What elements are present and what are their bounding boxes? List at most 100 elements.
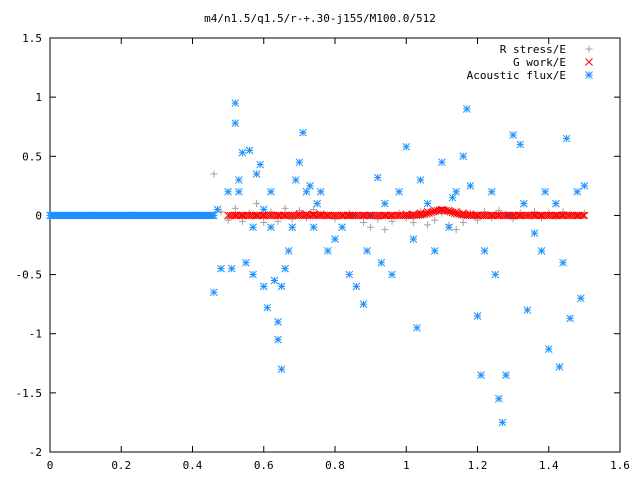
point-acoustic-flux-e	[377, 258, 386, 267]
point-acoustic-flux-e	[359, 300, 368, 308]
legend-label: Acoustic flux/E	[467, 69, 566, 82]
g-work-dense-point	[420, 210, 429, 219]
point-acoustic-flux-e	[277, 282, 286, 291]
point-acoustic-flux-e	[409, 235, 418, 243]
point-acoustic-flux-e	[274, 335, 282, 344]
y-tick-label: 1	[35, 91, 42, 104]
point-acoustic-flux-e	[267, 187, 275, 196]
point-acoustic-flux-e	[423, 199, 432, 208]
point-acoustic-flux-e	[245, 146, 254, 155]
point-acoustic-flux-e	[363, 247, 371, 255]
point-r-stress-e	[452, 226, 460, 234]
point-acoustic-flux-e	[502, 371, 510, 379]
g-work-dense-point	[448, 208, 457, 217]
point-acoustic-flux-e	[331, 235, 339, 243]
x-tick-label: 1.4	[539, 459, 559, 472]
point-r-stress-e	[388, 217, 396, 225]
y-tick-label: -2	[29, 446, 42, 459]
point-acoustic-flux-e	[252, 170, 261, 178]
point-acoustic-flux-e	[562, 134, 571, 143]
g-work-dense-point	[576, 211, 585, 220]
point-acoustic-flux-e	[217, 264, 225, 273]
point-acoustic-flux-e	[249, 223, 257, 232]
point-acoustic-flux-e	[537, 247, 546, 255]
point-acoustic-flux-e	[295, 158, 304, 167]
point-r-stress-e	[281, 204, 289, 212]
point-acoustic-flux-e	[523, 306, 532, 314]
y-tick-label: 0	[35, 209, 42, 222]
point-acoustic-flux-e	[291, 176, 300, 184]
point-r-stress-e	[331, 215, 339, 223]
point-acoustic-flux-e	[555, 362, 564, 371]
acoustic-flux-baseline-point	[210, 211, 218, 220]
g-work-dense-point	[429, 207, 438, 216]
legend-marker	[585, 58, 593, 66]
y-tick-label: 0.5	[22, 150, 42, 163]
point-acoustic-flux-e	[313, 199, 322, 208]
point-acoustic-flux-e	[466, 182, 475, 190]
point-acoustic-flux-e	[238, 148, 247, 157]
point-acoustic-flux-e	[462, 105, 471, 113]
point-acoustic-flux-e	[242, 258, 250, 267]
y-tick-label: -1	[29, 328, 42, 341]
point-r-stress-e	[217, 208, 225, 216]
point-r-stress-e	[260, 219, 268, 227]
point-r-stress-e	[381, 226, 389, 234]
point-r-stress-e	[367, 223, 375, 231]
point-acoustic-flux-e	[256, 160, 265, 169]
point-acoustic-flux-e	[480, 247, 489, 255]
point-acoustic-flux-e	[541, 187, 550, 196]
point-acoustic-flux-e	[306, 182, 314, 190]
x-tick-label: 0	[47, 459, 54, 472]
point-acoustic-flux-e	[516, 140, 525, 149]
point-r-stress-e	[288, 215, 296, 223]
point-acoustic-flux-e	[213, 205, 222, 214]
point-acoustic-flux-e	[445, 223, 453, 232]
point-acoustic-flux-e	[324, 247, 332, 255]
point-acoustic-flux-e	[395, 187, 403, 196]
point-acoustic-flux-e	[381, 199, 389, 208]
g-work-dense-point	[444, 207, 453, 215]
point-acoustic-flux-e	[234, 187, 243, 196]
point-r-stress-e	[360, 219, 367, 227]
point-acoustic-flux-e	[552, 199, 560, 208]
x-tick-label: 1	[403, 459, 410, 472]
point-acoustic-flux-e	[352, 282, 361, 291]
x-tick-label: 0.6	[254, 459, 274, 472]
point-acoustic-flux-e	[281, 264, 289, 273]
x-tick-label: 0.4	[183, 459, 203, 472]
point-acoustic-flux-e	[495, 394, 503, 403]
legend-marker	[585, 45, 593, 53]
point-r-stress-e	[253, 200, 261, 208]
point-acoustic-flux-e	[576, 294, 585, 303]
point-acoustic-flux-e	[249, 270, 257, 279]
x-tick-label: 1.2	[468, 459, 488, 472]
point-acoustic-flux-e	[274, 318, 282, 326]
point-acoustic-flux-e	[498, 418, 507, 427]
point-r-stress-e	[424, 221, 432, 229]
point-r-stress-e	[231, 204, 239, 212]
chart-title: m4/n1.5/q1.5/r-+.30-j155/M100.0/512	[204, 12, 436, 25]
g-work-dense-point	[423, 209, 431, 218]
point-g-work-e	[580, 211, 589, 220]
point-acoustic-flux-e	[338, 223, 346, 232]
g-work-dense-point	[450, 209, 459, 217]
point-acoustic-flux-e	[530, 229, 539, 238]
g-work-dense-point	[442, 206, 451, 215]
point-acoustic-flux-e	[224, 187, 232, 196]
point-acoustic-flux-e	[227, 264, 236, 273]
x-tick-label: 0.2	[111, 459, 131, 472]
y-tick-label: -0.5	[16, 269, 43, 282]
point-acoustic-flux-e	[452, 187, 460, 196]
point-r-stress-e	[459, 219, 467, 227]
point-acoustic-flux-e	[210, 288, 218, 297]
point-acoustic-flux-e	[234, 176, 243, 184]
point-r-stress-e	[274, 217, 282, 225]
g-work-dense-point	[579, 211, 587, 220]
point-acoustic-flux-e	[491, 270, 500, 279]
y-tick-label: -1.5	[16, 387, 43, 400]
point-acoustic-flux-e	[284, 247, 293, 255]
g-work-dense-point	[427, 208, 436, 217]
point-acoustic-flux-e	[448, 193, 457, 202]
